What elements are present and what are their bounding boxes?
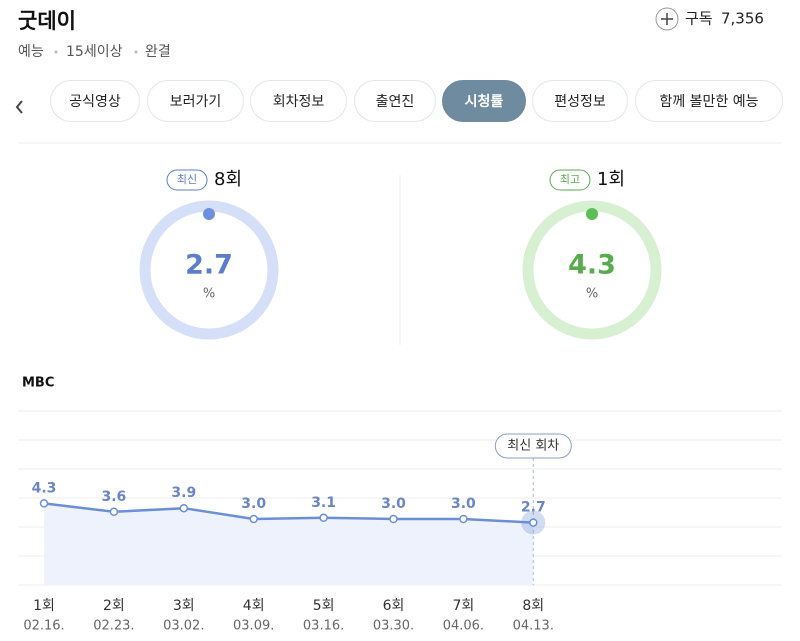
date-label: 04.13. bbox=[513, 619, 554, 634]
tab[interactable]: 시청률 bbox=[442, 80, 526, 122]
subscribe-label: 구독 bbox=[685, 10, 713, 28]
point bbox=[179, 503, 189, 513]
value-label: 3.0 bbox=[381, 496, 406, 512]
ring bbox=[139, 200, 279, 340]
x-tick-label: 3회 bbox=[173, 598, 195, 614]
x-tick-label: 6회 bbox=[383, 598, 405, 614]
x-tick-label: 2회 bbox=[103, 598, 125, 614]
plus-icon bbox=[661, 13, 673, 25]
tab[interactable]: 보러가기 bbox=[147, 80, 244, 122]
area bbox=[44, 503, 534, 585]
plus-icon bbox=[655, 7, 679, 31]
program-title: 굿데이 bbox=[18, 9, 76, 33]
episode: 8회 bbox=[214, 169, 242, 190]
date-label: 03.16. bbox=[303, 619, 344, 634]
prev-arrow[interactable] bbox=[15, 100, 23, 114]
subscribe-button[interactable]: 구독 7,356 bbox=[655, 7, 764, 31]
chart-title: MBC bbox=[22, 376, 54, 391]
point bbox=[249, 514, 258, 524]
meta: 15세이상 bbox=[66, 44, 123, 60]
ring-dot bbox=[586, 208, 598, 220]
x-tick-label: 4회 bbox=[243, 598, 265, 614]
point bbox=[459, 514, 468, 524]
point bbox=[319, 513, 328, 523]
subscriber-count: 7,356 bbox=[721, 10, 764, 28]
tab[interactable]: 편성정보 bbox=[532, 80, 628, 122]
rating-value: 2.7 bbox=[185, 250, 233, 281]
value-label: 3.9 bbox=[171, 485, 196, 501]
point bbox=[529, 518, 538, 527]
date-label: 03.30. bbox=[373, 619, 414, 634]
episode: 1회 bbox=[597, 169, 625, 190]
badge bbox=[166, 169, 208, 191]
rating-unit: % bbox=[586, 287, 598, 302]
date-label: 04.06. bbox=[443, 619, 484, 634]
rating-unit: % bbox=[203, 287, 215, 302]
tab[interactable]: 공식영상 bbox=[50, 80, 140, 122]
point bbox=[389, 514, 398, 524]
rating-value: 4.3 bbox=[568, 250, 616, 281]
value-label: 2.7 bbox=[521, 500, 546, 516]
value-label: 3.0 bbox=[451, 496, 476, 512]
meta: 완결 bbox=[145, 44, 171, 60]
dot-sep bbox=[134, 50, 138, 54]
value-label: 4.3 bbox=[32, 480, 57, 496]
annotation-box bbox=[494, 433, 572, 459]
meta: 예능 bbox=[18, 44, 44, 60]
value-label: 3.6 bbox=[101, 489, 126, 505]
x-tick-label: 7회 bbox=[453, 598, 475, 614]
annotation: 최신 회차 bbox=[507, 439, 559, 454]
date-label: 02.16. bbox=[23, 619, 64, 634]
value-label: 3.0 bbox=[241, 496, 266, 512]
dot-sep bbox=[54, 50, 58, 54]
date-label: 03.02. bbox=[163, 619, 204, 634]
badge-label: 최신 bbox=[177, 173, 197, 186]
point bbox=[39, 499, 49, 508]
line bbox=[43, 502, 534, 524]
date-label: 02.23. bbox=[93, 619, 134, 634]
ring bbox=[522, 200, 662, 340]
badge-label: 최고 bbox=[560, 173, 580, 186]
x-tick-label: 1회 bbox=[33, 598, 55, 614]
tab[interactable]: 회차정보 bbox=[250, 80, 347, 122]
x-tick-label: 8회 bbox=[522, 598, 544, 614]
tab[interactable]: 출연진 bbox=[354, 80, 436, 122]
badge bbox=[549, 169, 591, 191]
ring-dot bbox=[203, 208, 215, 220]
x-tick-label: 5회 bbox=[313, 598, 335, 614]
date-label: 03.09. bbox=[233, 619, 274, 634]
tab[interactable]: 함께 볼만한 예능 bbox=[635, 80, 783, 122]
point bbox=[109, 507, 119, 517]
value-label: 3.1 bbox=[311, 495, 336, 511]
